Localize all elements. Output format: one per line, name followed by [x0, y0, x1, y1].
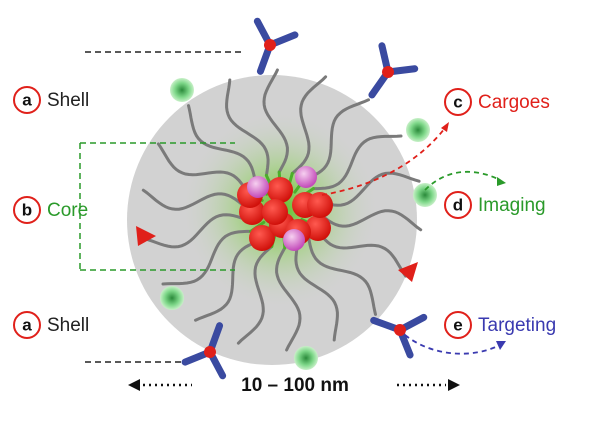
imaging-dot	[170, 78, 194, 102]
cargo	[262, 199, 288, 225]
arrow-head	[496, 341, 506, 350]
imaging-dot	[160, 286, 184, 310]
label-letter: a	[22, 315, 32, 334]
imaging-dot	[294, 346, 318, 370]
label-text: Imaging	[478, 195, 546, 216]
label-letter: a	[22, 90, 32, 109]
cargo	[307, 192, 333, 218]
diagram: a Shell b Core a Shell c Cargoes d Imaging e Target…	[0, 0, 602, 425]
imaging-dot	[413, 183, 437, 207]
antibody	[356, 46, 415, 107]
label-letter: d	[453, 195, 463, 214]
antibody	[242, 21, 295, 78]
size-scale: 10 – 100 nm	[128, 375, 460, 396]
arrow-head	[497, 177, 506, 186]
cargo-pink	[283, 229, 305, 251]
label-text: Core	[47, 200, 88, 221]
label-text: Cargoes	[478, 92, 550, 113]
label-letter: c	[453, 92, 462, 111]
label-text: Shell	[47, 90, 89, 111]
imaging-dot	[406, 118, 430, 142]
label-letter: e	[453, 315, 462, 334]
cargo	[267, 177, 293, 203]
label-text: Targeting	[478, 315, 556, 336]
label-text: Shell	[47, 315, 89, 336]
label-letter: b	[22, 200, 32, 219]
size-label: 10 – 100 nm	[241, 375, 349, 396]
cargo-pink	[247, 176, 269, 198]
cargo-pink	[295, 166, 317, 188]
